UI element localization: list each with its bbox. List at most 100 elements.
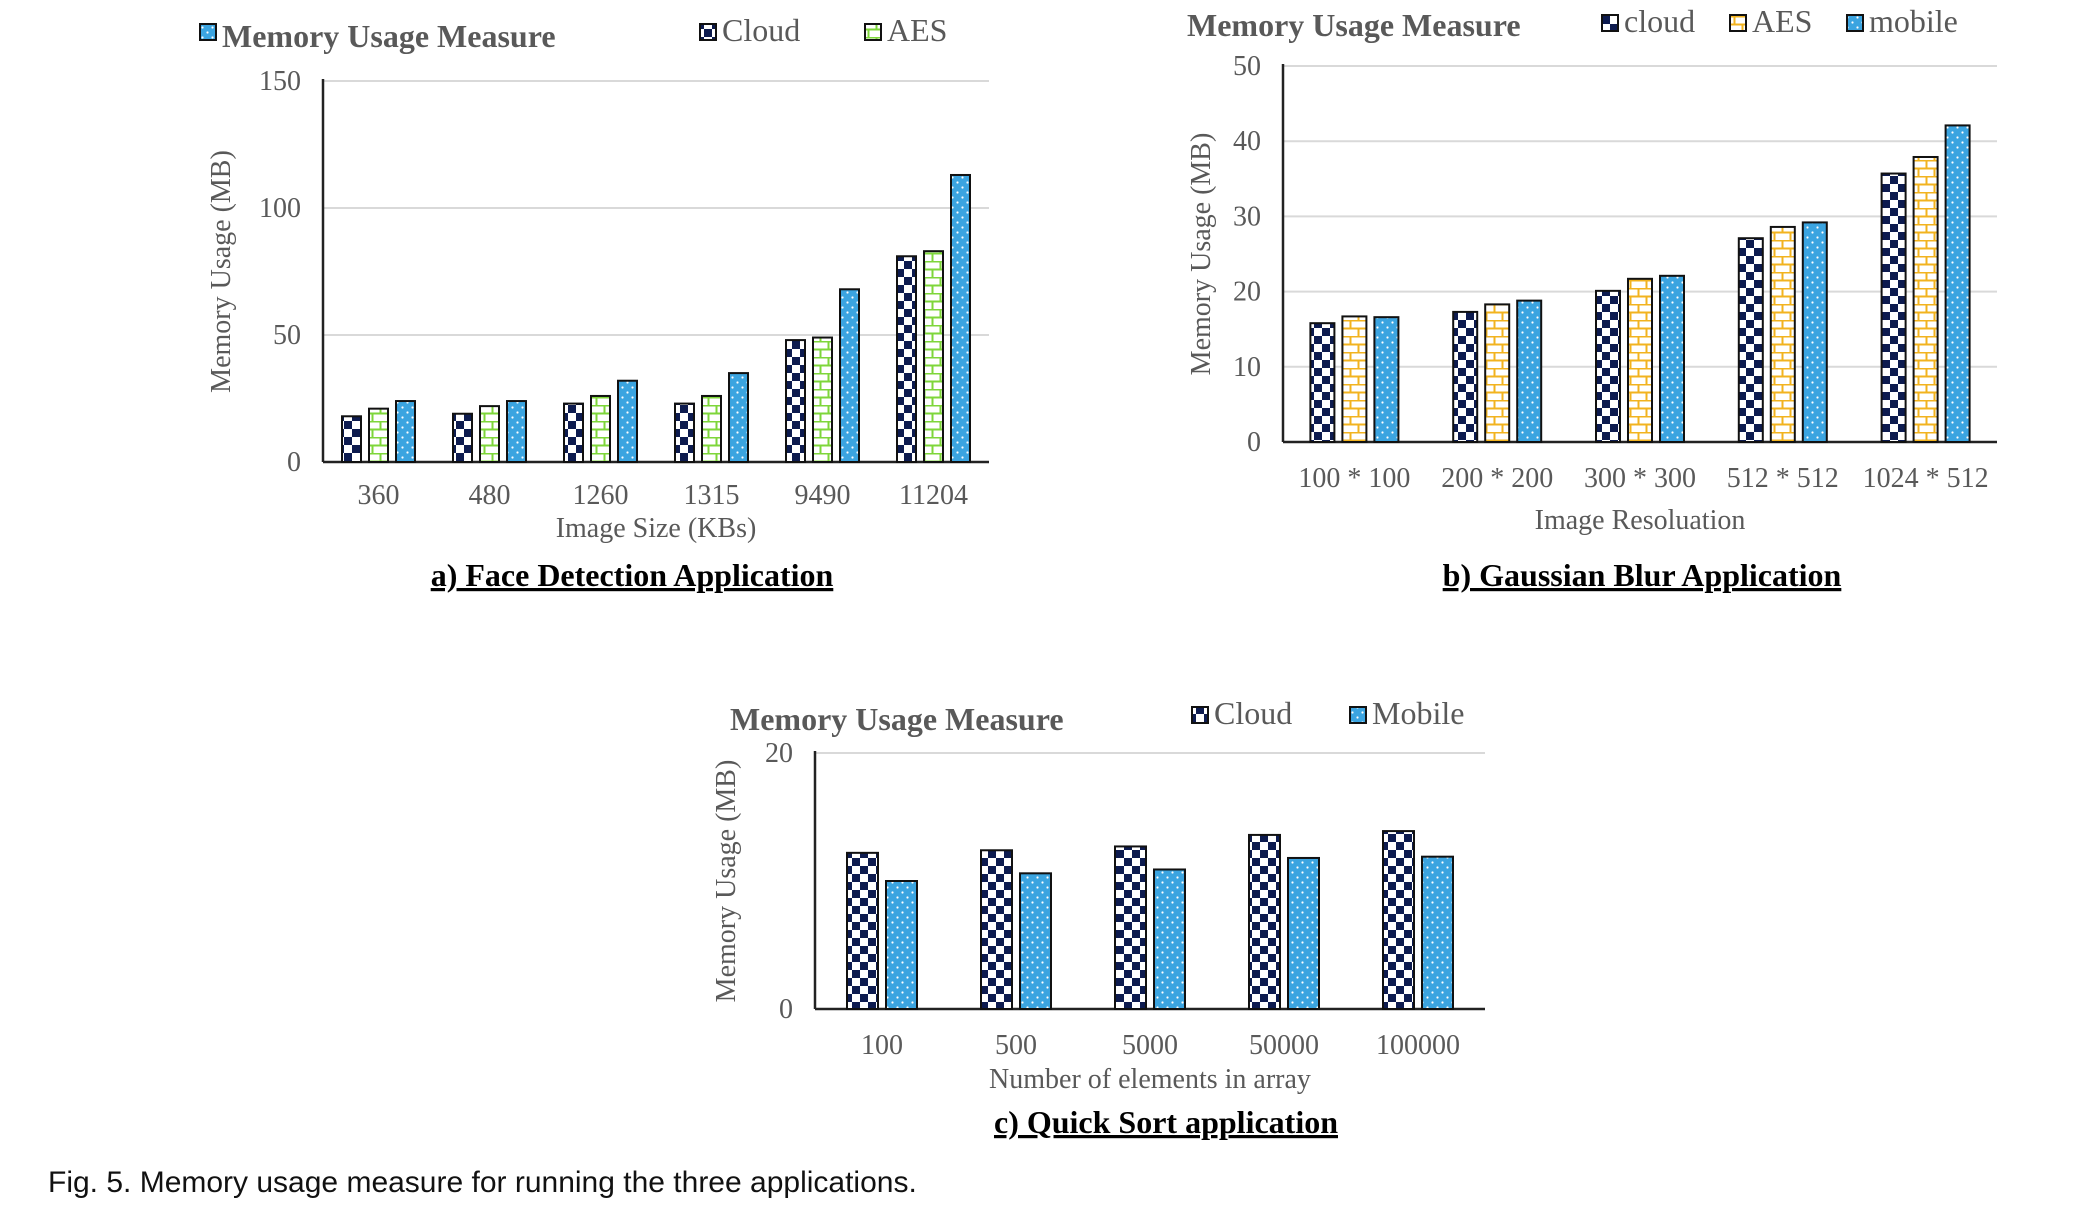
- bar-group: [674, 372, 749, 464]
- legend-swatch: [699, 23, 717, 41]
- bar-group: [1880, 124, 1971, 444]
- x-tick-label: 9490: [795, 480, 851, 511]
- bar: [1373, 316, 1400, 443]
- legend: Cloud Mobile: [1191, 695, 1464, 731]
- bar: [1769, 225, 1796, 443]
- x-axis-label: Image Resoluation: [1535, 505, 1746, 536]
- y-axis-label: Memory Usage (MB): [206, 150, 237, 393]
- legend-label: Cloud: [722, 12, 800, 48]
- bar: [1737, 237, 1764, 443]
- legend-label: mobile: [1869, 3, 1958, 39]
- bar-group: [785, 288, 860, 464]
- bar: [701, 394, 722, 463]
- bar-group: [1248, 833, 1320, 1010]
- bar: [1912, 155, 1939, 443]
- chart-subtitle: c) Quick Sort application: [994, 1104, 1338, 1140]
- legend-swatch: [1729, 14, 1747, 32]
- x-tick-label: 1024 * 512: [1863, 463, 1989, 494]
- bar-group: [846, 851, 918, 1010]
- x-tick-label: 300 * 300: [1584, 463, 1696, 494]
- bar: [812, 336, 833, 464]
- bar-group: [896, 173, 971, 463]
- chart-subtitle: a) Face Detection Application: [431, 557, 834, 593]
- bar: [341, 415, 362, 463]
- chart-title: Memory Usage Measure: [730, 701, 1064, 737]
- chart-panel-quick-sort: 0 20 100 500 5000 50000 100000 Number of elemen…: [700, 690, 1500, 1150]
- legend-label: cloud: [1624, 3, 1695, 39]
- x-tick-label: 5000: [1122, 1030, 1178, 1061]
- x-tick-label: 200 * 200: [1441, 463, 1553, 494]
- bar: [1659, 274, 1685, 444]
- chart-subtitle: b) Gaussian Blur Application: [1443, 557, 1842, 593]
- legend-label: AES: [887, 12, 947, 48]
- legend-swatch: [864, 23, 882, 41]
- y-tick-label: 20: [765, 738, 793, 769]
- x-axis-label: Number of elements in array: [989, 1064, 1311, 1095]
- bar: [980, 849, 1013, 1010]
- bar-group: [452, 400, 527, 464]
- bar: [1516, 299, 1543, 443]
- y-tick-label: 100: [259, 193, 301, 224]
- bar-group: [563, 379, 638, 463]
- x-tick-label: 100000: [1376, 1030, 1460, 1061]
- bar: [1287, 856, 1320, 1010]
- bar: [1595, 289, 1621, 443]
- y-tick-label: 30: [1233, 201, 1261, 232]
- y-tick-label: 50: [1233, 51, 1261, 82]
- bar: [839, 288, 860, 463]
- legend-swatch: [1349, 706, 1367, 724]
- legend-swatch: [1846, 14, 1864, 32]
- legend-swatch: [1601, 14, 1619, 32]
- bar: [1452, 310, 1479, 443]
- bar-group: [1114, 845, 1186, 1010]
- legend-label: AES: [1752, 3, 1812, 39]
- x-tick-label: 11204: [899, 480, 968, 511]
- x-tick-label: 480: [469, 480, 511, 511]
- x-tick-label: 512 * 512: [1727, 463, 1839, 494]
- chart-panel-face-detection: 0 50 100 150 360 480 1260 1315 9490 11204 Image Si…: [199, 5, 1020, 605]
- bar: [896, 255, 917, 463]
- bar: [479, 405, 500, 463]
- chart-face-detection: 0 50 100 150 360 480 1260 1315 9490 11204 Image Si…: [199, 12, 989, 593]
- bar: [1248, 833, 1281, 1010]
- bar-group: [1737, 221, 1828, 443]
- bar: [1341, 315, 1368, 443]
- x-tick-label: 100 * 100: [1298, 463, 1410, 494]
- bar: [1153, 868, 1186, 1010]
- bar-group: [980, 849, 1052, 1010]
- bar: [785, 339, 806, 463]
- y-tick-label: 20: [1233, 277, 1261, 308]
- bar: [846, 851, 879, 1010]
- bar: [590, 394, 611, 463]
- x-tick-label: 100: [861, 1030, 903, 1061]
- bar: [368, 407, 389, 464]
- bar: [395, 400, 416, 464]
- legend: Cloud AES: [199, 12, 947, 48]
- bar: [617, 379, 638, 463]
- bar: [923, 250, 944, 463]
- bar: [563, 402, 584, 463]
- bar-group: [1595, 274, 1685, 444]
- x-axis-label: Image Size (KBs): [556, 513, 757, 544]
- bar: [950, 173, 971, 463]
- y-axis-label: Memory Usage (MB): [711, 760, 742, 1003]
- bar: [885, 880, 918, 1010]
- legend-label: Mobile: [1372, 695, 1464, 731]
- y-tick-label: 50: [273, 320, 301, 351]
- bar-group: [341, 400, 416, 464]
- x-tick-label: 50000: [1249, 1030, 1319, 1061]
- bar: [1801, 221, 1828, 443]
- x-tick-label: 1315: [684, 480, 740, 511]
- chart-gaussian-blur: 0 10 20 30 40 50 100 * 100 200 * 200 300 * 300 51…: [1186, 3, 1997, 593]
- bar: [1382, 830, 1415, 1010]
- y-tick-label: 0: [287, 447, 301, 478]
- chart-quick-sort: 0 20 100 500 5000 50000 100000 Number of elemen…: [711, 695, 1485, 1140]
- bar: [1019, 872, 1052, 1010]
- bar: [1309, 322, 1336, 443]
- bar: [452, 412, 473, 463]
- bar: [506, 400, 527, 464]
- bar: [1944, 124, 1971, 444]
- bar-group: [1452, 299, 1543, 443]
- x-tick-label: 360: [358, 480, 400, 511]
